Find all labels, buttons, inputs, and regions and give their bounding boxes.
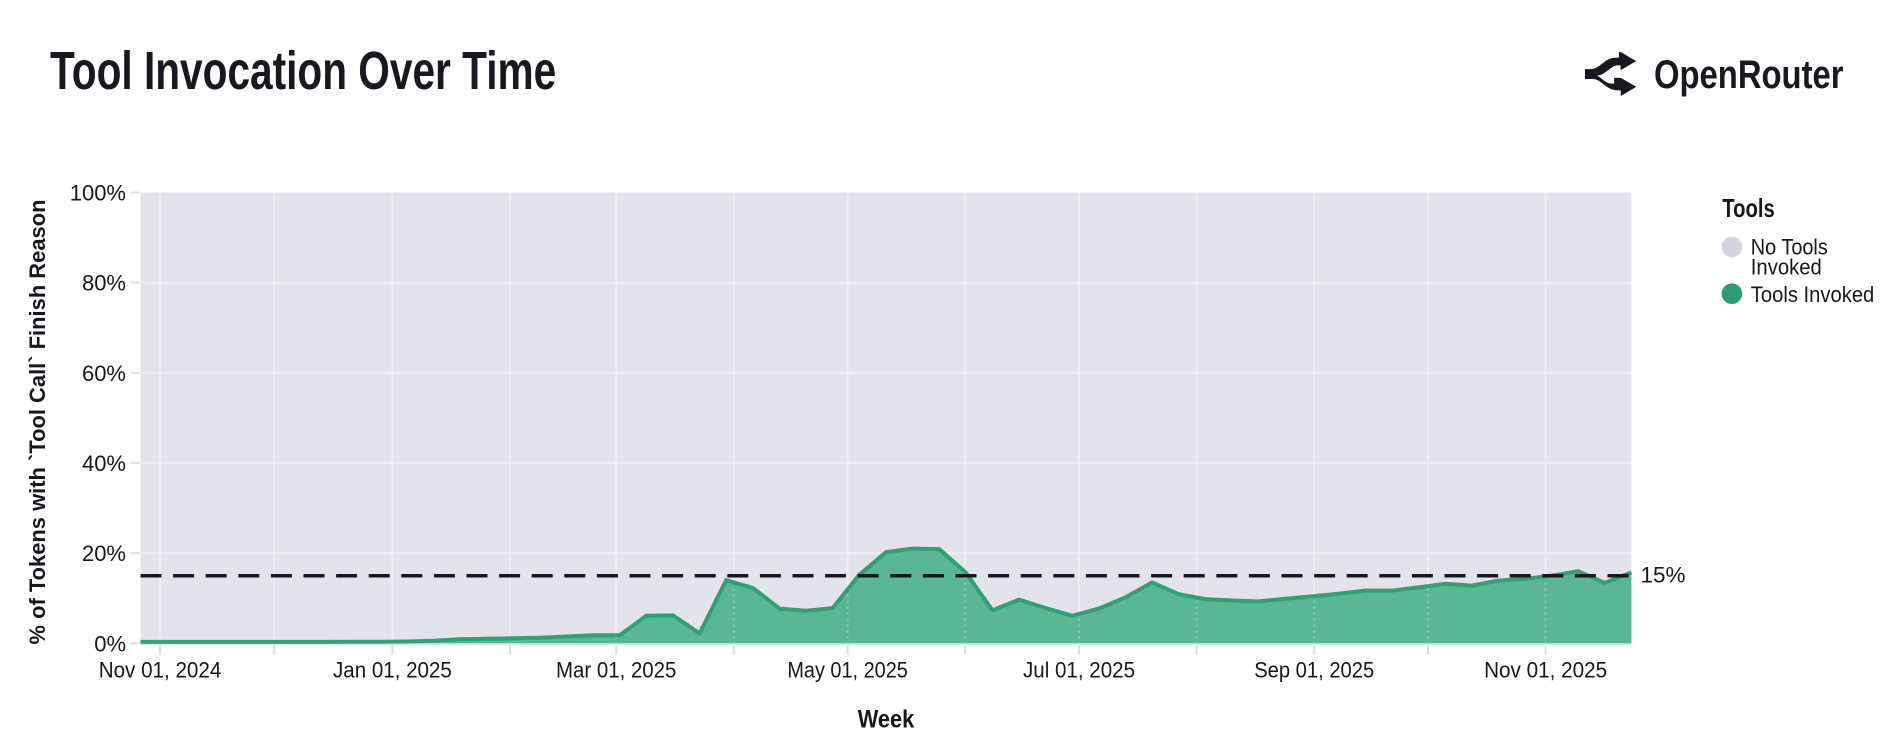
svg-text:Jan 01, 2025: Jan 01, 2025 [333,658,452,683]
svg-text:20%: 20% [82,541,126,566]
svg-text:Jul 01, 2025: Jul 01, 2025 [1023,658,1135,683]
svg-text:May 01, 2025: May 01, 2025 [787,658,908,683]
svg-text:Week: Week [858,706,915,734]
svg-text:100%: 100% [70,181,126,206]
svg-text:60%: 60% [82,361,126,386]
svg-text:Tools: Tools [1722,193,1775,223]
svg-text:Sep 01, 2025: Sep 01, 2025 [1254,658,1374,683]
svg-text:Nov 01, 2024: Nov 01, 2024 [99,658,222,683]
svg-text:Tools Invoked: Tools Invoked [1751,282,1875,307]
svg-text:0%: 0% [94,631,126,656]
svg-text:No Tools: No Tools [1751,235,1828,260]
svg-text:15%: 15% [1641,563,1686,588]
svg-text:80%: 80% [82,271,126,296]
svg-text:40%: 40% [82,451,126,476]
svg-text:Invoked: Invoked [1751,255,1822,280]
svg-text:% of Tokens with `Tool Call` F: % of Tokens with `Tool Call` Finish Reas… [25,200,50,645]
svg-text:Mar 01, 2025: Mar 01, 2025 [556,658,676,683]
svg-text:Nov 01, 2025: Nov 01, 2025 [1484,658,1607,683]
